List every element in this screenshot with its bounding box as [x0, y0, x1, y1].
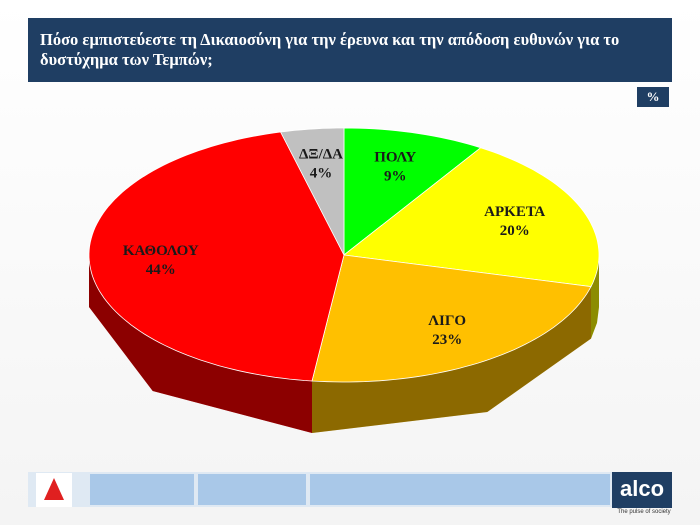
footer: [28, 472, 672, 507]
chart-title: Πόσο εμπιστεύεστε τη Δικαιοσύνη για την …: [40, 30, 620, 69]
footer-block: [90, 474, 194, 505]
channel-logo: [36, 473, 72, 507]
unit-badge: %: [637, 87, 669, 107]
value-label: 20%: [500, 223, 530, 239]
value-label: 4%: [310, 166, 333, 182]
brand-logo: alco: [612, 472, 672, 508]
footer-block: [310, 474, 610, 505]
slice-side-shade: [312, 286, 591, 433]
slice-side: [591, 255, 599, 339]
value-label: 23%: [432, 332, 462, 348]
slice: [343, 127, 482, 256]
slice-side-shade: [591, 255, 599, 339]
slice: [311, 254, 592, 383]
logo-mark: [44, 478, 64, 500]
slice: [88, 131, 345, 382]
slice-label: ΑΡΚΕΤΑ: [484, 204, 545, 220]
slice-side: [89, 255, 312, 433]
slice-label: ΚΑΘΟΛΟΥ: [123, 243, 199, 259]
slice-side-shade: [89, 255, 312, 433]
slice: [279, 127, 345, 256]
slice: [343, 147, 600, 288]
value-label: 44%: [146, 262, 176, 278]
slice-side: [312, 286, 591, 433]
footer-block: [198, 474, 306, 505]
brand-tagline: The pulse of society: [617, 509, 671, 515]
header: Πόσο εμπιστεύεστε τη Δικαιοσύνη για την …: [28, 18, 672, 82]
slice-label: ΔΞ/ΔΑ: [299, 147, 343, 163]
slice-label: ΛΙΓΟ: [428, 313, 466, 329]
slice-label: ΠΟΛΥ: [374, 150, 416, 166]
value-label: 9%: [384, 169, 407, 185]
chart: ΠΟΛΥ 9% ΑΡΚΕΤΑ 20% ΛΙΓΟ 23% ΚΑΘΟΛΟΥ 44% ΔΞ/ΔΑ 4%: [88, 127, 600, 433]
